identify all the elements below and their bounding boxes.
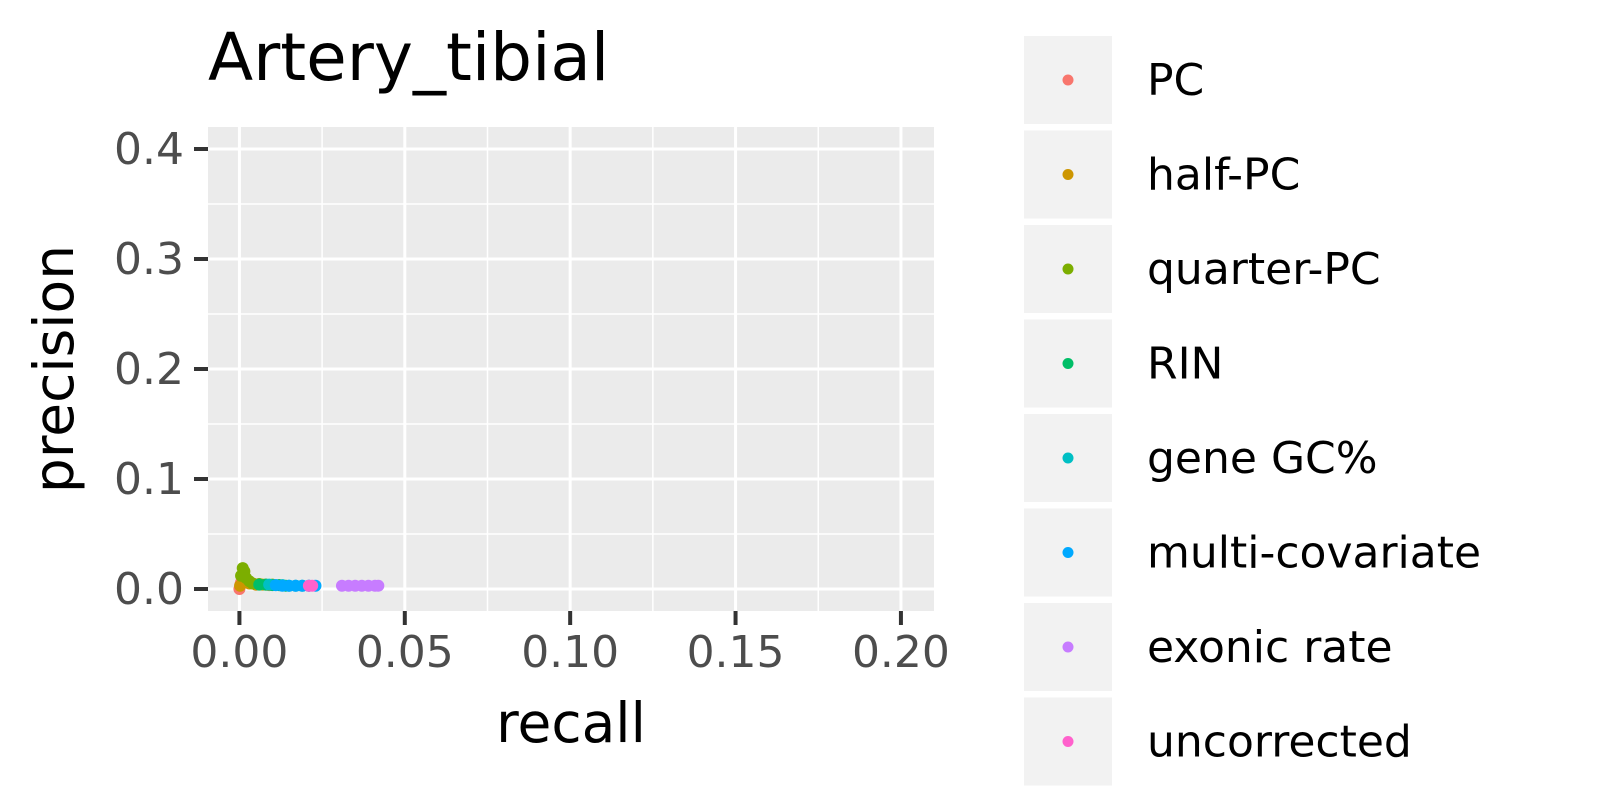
y-tick-label: 0.3 bbox=[114, 234, 184, 285]
y-axis: 0.0 0.1 0.2 0.3 0.4 bbox=[114, 124, 208, 615]
x-axis: 0.00 0.05 0.10 0.15 0.20 bbox=[190, 611, 950, 678]
legend-swatch-half-pc bbox=[1062, 169, 1074, 180]
legend-swatch-gene-gc bbox=[1062, 452, 1074, 464]
data-points bbox=[233, 562, 385, 595]
legend-label-gene-gc: gene GC% bbox=[1147, 433, 1378, 484]
y-tick-label: 0.1 bbox=[114, 454, 184, 505]
legend-swatch-pc bbox=[1062, 74, 1074, 86]
data-point-exonic-rate bbox=[372, 579, 385, 592]
legend-swatch-rin bbox=[1062, 358, 1074, 369]
legend: PC half-PC quarter-PC RIN gene GC% multi-cova… bbox=[1024, 36, 1481, 786]
chart-title: Artery_tibial bbox=[208, 19, 609, 96]
legend-swatch-multi-covariate bbox=[1062, 547, 1074, 558]
data-point-uncorrected bbox=[306, 579, 319, 592]
x-tick-label: 0.00 bbox=[190, 627, 288, 678]
y-tick-label: 0.0 bbox=[114, 564, 184, 615]
legend-swatch-exonic-rate bbox=[1062, 641, 1074, 653]
x-tick-label: 0.20 bbox=[852, 627, 950, 678]
legend-swatch-uncorrected bbox=[1062, 736, 1074, 747]
y-tick-label: 0.2 bbox=[114, 344, 184, 395]
y-tick-label: 0.4 bbox=[114, 124, 184, 175]
x-tick-label: 0.15 bbox=[687, 627, 785, 678]
grid bbox=[208, 127, 934, 611]
x-tick-label: 0.05 bbox=[356, 627, 454, 678]
x-axis-title: recall bbox=[496, 691, 646, 755]
legend-label-uncorrected: uncorrected bbox=[1147, 717, 1412, 768]
legend-label-pc: PC bbox=[1147, 55, 1204, 106]
legend-label-multi-covariate: multi-covariate bbox=[1147, 528, 1481, 579]
y-axis-title: precision bbox=[22, 245, 86, 493]
legend-label-quarter-pc: quarter-PC bbox=[1147, 244, 1381, 295]
legend-swatch-quarter-pc bbox=[1062, 263, 1074, 275]
legend-label-rin: RIN bbox=[1147, 339, 1223, 390]
x-tick-label: 0.10 bbox=[521, 627, 619, 678]
legend-label-half-pc: half-PC bbox=[1147, 150, 1300, 201]
legend-label-exonic-rate: exonic rate bbox=[1147, 622, 1393, 673]
